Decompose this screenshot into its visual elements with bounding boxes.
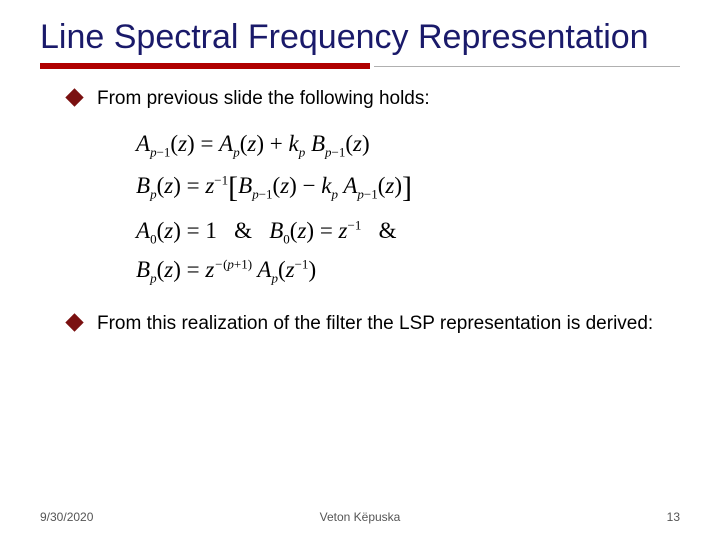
title-underline [40, 63, 680, 69]
footer-author: Veton Këpuska [40, 510, 680, 524]
equation-line: Ap−1(z) = Ap(z) + kp Bp−1(z) [136, 126, 680, 163]
bullet-diamond-icon [65, 314, 83, 332]
list-item: From previous slide the following holds: [68, 87, 680, 112]
bullet-diamond-icon [65, 88, 83, 106]
equation-line: Bp(z) = z−1[Bp−1(z) − kp Ap−1(z)] [136, 165, 680, 212]
slide: Line Spectral Frequency Representation F… [0, 0, 720, 540]
page-title: Line Spectral Frequency Representation [40, 18, 680, 57]
equation-block: Ap−1(z) = Ap(z) + kp Bp−1(z) Bp(z) = z−1… [136, 126, 680, 289]
bullet-text: From previous slide the following holds: [97, 87, 430, 112]
slide-footer: 9/30/2020 Veton Këpuska 13 [40, 510, 680, 524]
equation-line: A0(z) = 1 & B0(z) = z−1 & [136, 213, 680, 250]
rule-gray [374, 66, 680, 67]
bullet-list: From previous slide the following holds:… [40, 87, 680, 337]
list-item: From this realization of the filter the … [68, 312, 680, 337]
footer-date: 9/30/2020 [40, 510, 93, 524]
bullet-text: From this realization of the filter the … [97, 312, 653, 337]
equation-line: Bp(z) = z−(p+1) Ap(z−1) [136, 252, 680, 289]
rule-red [40, 63, 370, 69]
footer-page-number: 13 [667, 510, 680, 524]
